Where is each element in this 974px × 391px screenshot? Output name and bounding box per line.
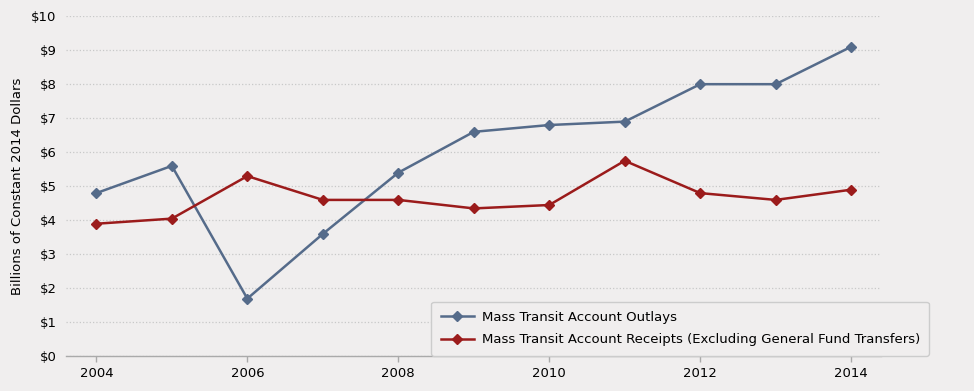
Mass Transit Account Receipts (Excluding General Fund Transfers) <box>845 187 857 192</box>
Mass Transit Account Receipts (Excluding General Fund Transfers) <box>769 197 781 202</box>
Mass Transit Account Outlays <box>468 129 479 134</box>
Mass Transit Account Outlays <box>91 191 102 196</box>
Mass Transit Account Receipts (Excluding General Fund Transfers) <box>543 203 555 207</box>
Mass Transit Account Outlays <box>242 296 253 301</box>
Mass Transit Account Receipts (Excluding General Fund Transfers) <box>242 174 253 178</box>
Mass Transit Account Outlays <box>543 123 555 127</box>
Mass Transit Account Receipts (Excluding General Fund Transfers) <box>91 221 102 226</box>
Mass Transit Account Receipts (Excluding General Fund Transfers) <box>393 197 404 202</box>
Mass Transit Account Outlays <box>393 170 404 175</box>
Legend: Mass Transit Account Outlays, Mass Transit Account Receipts (Excluding General F: Mass Transit Account Outlays, Mass Trans… <box>431 302 929 355</box>
Mass Transit Account Receipts (Excluding General Fund Transfers) <box>618 158 630 163</box>
Line: Mass Transit Account Outlays: Mass Transit Account Outlays <box>93 43 854 302</box>
Mass Transit Account Receipts (Excluding General Fund Transfers) <box>694 191 706 196</box>
Mass Transit Account Outlays <box>317 231 328 236</box>
Mass Transit Account Receipts (Excluding General Fund Transfers) <box>468 206 479 211</box>
Mass Transit Account Outlays <box>769 82 781 86</box>
Mass Transit Account Receipts (Excluding General Fund Transfers) <box>166 216 177 221</box>
Y-axis label: Billions of Constant 2014 Dollars: Billions of Constant 2014 Dollars <box>11 77 24 295</box>
Mass Transit Account Outlays <box>618 119 630 124</box>
Mass Transit Account Outlays <box>694 82 706 86</box>
Line: Mass Transit Account Receipts (Excluding General Fund Transfers): Mass Transit Account Receipts (Excluding… <box>93 157 854 227</box>
Mass Transit Account Receipts (Excluding General Fund Transfers) <box>317 197 328 202</box>
Mass Transit Account Outlays <box>845 45 857 49</box>
Mass Transit Account Outlays <box>166 163 177 168</box>
